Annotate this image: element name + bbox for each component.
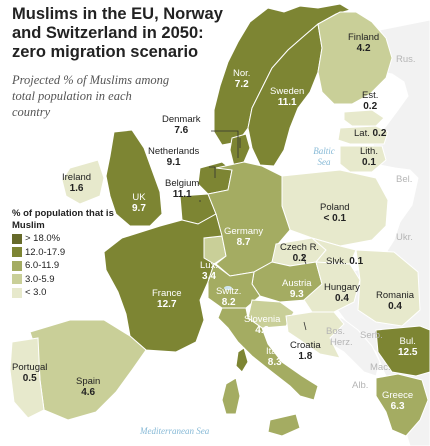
legend-swatch (12, 260, 22, 271)
label-sweden: Sweden 11.1 (270, 86, 305, 108)
label-ireland: Ireland 1.6 (62, 172, 92, 194)
label-poland: Poland < 0.1 (320, 202, 350, 224)
country-bulgaria (375, 325, 430, 377)
legend-label: 6.0-11.9 (25, 260, 60, 271)
label-france: France 12.7 (152, 288, 182, 310)
label-finland: Finland 4.2 (348, 32, 380, 54)
label-luxembourg: Lux. 3.4 (200, 260, 218, 282)
label-uk: UK 9.7 (132, 192, 146, 214)
legend-swatch (12, 233, 22, 244)
label-latvia: Lat. 0.2 (354, 128, 387, 139)
legend-label: > 18.0% (25, 233, 61, 244)
label-ukraine: Ukr. (396, 232, 413, 243)
country-lithuania (339, 145, 387, 173)
label-austria: Austria 9.3 (282, 278, 312, 300)
legend-item: 12.0-17.9 (12, 246, 122, 260)
legend-item: > 18.0% (12, 232, 122, 246)
legend-swatch (12, 274, 22, 285)
label-baltic-sea: Baltic Sea (313, 146, 335, 167)
label-greece: Greece 6.3 (382, 390, 414, 412)
country-italy-sardinia (221, 377, 241, 415)
label-serbia: Serb. (360, 330, 383, 341)
label-belarus: Bel. (396, 174, 413, 185)
country-croatia (285, 311, 345, 359)
label-netherlands: Netherlands 9.1 (148, 146, 200, 168)
label-slovakia: Slvk. 0.1 (326, 256, 364, 267)
label-mediterranean-sea: Mediterranean Sea (140, 426, 210, 436)
country-france-corsica (235, 347, 249, 373)
label-spain: Spain 4.6 (76, 376, 101, 398)
legend-item: 6.0-11.9 (12, 259, 122, 273)
label-czech: Czech R. 0.2 (280, 242, 320, 264)
label-hungary: Hungary 0.4 (324, 282, 360, 304)
label-romania: Romania 0.4 (376, 290, 415, 312)
country-italy (217, 307, 319, 401)
label-norway: Nor. 7.2 (233, 68, 251, 90)
label-bulgaria: Bul. 12.5 (398, 336, 418, 358)
label-slovenia: Slovenia 4.3 (244, 314, 281, 336)
label-bosnia: Bos. (326, 326, 346, 337)
country-finland (317, 11, 393, 105)
country-italy-sicily (267, 413, 301, 437)
legend-label: 3.0-5.9 (25, 273, 55, 285)
label-croatia: Croatia 1.8 (290, 340, 321, 362)
country-greece (375, 373, 429, 437)
country-romania (355, 249, 421, 327)
map-title: Muslims in the EU, Norway and Switzerlan… (12, 5, 223, 61)
country-uk (105, 129, 163, 227)
label-switzerland: Switz. 8.2 (216, 286, 242, 308)
country-latvia (337, 125, 389, 145)
legend-label: 12.0-17.9 (25, 246, 66, 258)
label-estonia: Est. 0.2 (362, 90, 379, 112)
label-lithuania: Lith. 0.1 (360, 146, 378, 168)
lake (224, 286, 232, 290)
label-herzegovina: Herz. (330, 337, 353, 348)
legend-heading: % of population that is Muslim (12, 208, 114, 231)
label-germany: Germany 8.7 (224, 226, 264, 248)
label-albania: Alb. (352, 380, 369, 391)
label-portugal: Portugal 0.5 (12, 362, 48, 384)
label-denmark: Denmark 7.6 (162, 114, 201, 136)
label-belgium: Belgium 11.1 (165, 178, 200, 200)
label-italy: Italy 8.3 (266, 346, 284, 368)
leader-lines (199, 130, 307, 331)
label-russia: Rus. (396, 54, 416, 65)
map-subtitle: Projected % of Muslims among total popul… (12, 73, 170, 119)
legend: % of population that is Muslim > 18.0% 1… (12, 208, 122, 300)
country-portugal (9, 337, 45, 419)
legend-label: < 3.0 (25, 287, 47, 298)
legend-item: < 3.0 (12, 286, 122, 300)
country-ireland (61, 159, 105, 205)
country-france (103, 213, 223, 353)
legend-swatch (12, 247, 22, 258)
label-macedonia: Mac. (370, 362, 391, 373)
legend-item: 3.0-5.9 (12, 273, 122, 287)
legend-swatch (12, 287, 22, 298)
